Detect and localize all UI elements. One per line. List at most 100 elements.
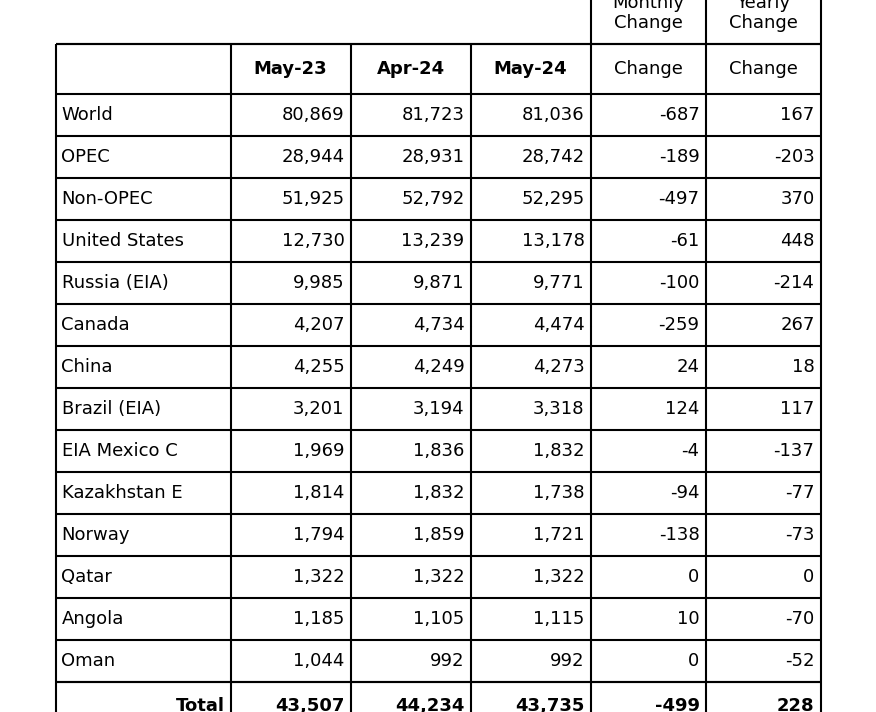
Text: 1,322: 1,322: [533, 568, 584, 586]
Text: -189: -189: [659, 148, 700, 166]
Text: Apr-24: Apr-24: [377, 60, 444, 78]
Text: -259: -259: [659, 316, 700, 334]
Text: 13,178: 13,178: [521, 232, 584, 250]
Text: Angola: Angola: [61, 610, 124, 628]
Text: 24: 24: [676, 358, 700, 376]
Text: 267: 267: [781, 316, 815, 334]
Text: China: China: [61, 358, 113, 376]
Bar: [55, 262, 821, 304]
Text: 448: 448: [781, 232, 815, 250]
Bar: [55, 136, 821, 178]
Text: 3,194: 3,194: [413, 400, 464, 418]
Text: 124: 124: [665, 400, 700, 418]
Text: 13,239: 13,239: [401, 232, 464, 250]
Bar: [55, 640, 821, 682]
Text: 4,474: 4,474: [533, 316, 584, 334]
Text: 992: 992: [430, 652, 464, 670]
Text: Change: Change: [729, 60, 797, 78]
Text: -70: -70: [785, 610, 815, 628]
Text: 228: 228: [777, 697, 815, 712]
Text: 52,792: 52,792: [401, 190, 464, 208]
Text: World: World: [61, 106, 113, 124]
Text: Brazil (EIA): Brazil (EIA): [61, 400, 160, 418]
Bar: [55, 514, 821, 556]
Text: 370: 370: [781, 190, 815, 208]
Text: 9,871: 9,871: [413, 274, 464, 292]
Text: 0: 0: [689, 568, 700, 586]
Bar: [55, 94, 821, 136]
Text: 1,969: 1,969: [293, 442, 344, 460]
Text: 44,234: 44,234: [395, 697, 464, 712]
Text: Monthly
Change: Monthly Change: [612, 0, 684, 33]
Bar: [55, 598, 821, 640]
Text: 1,115: 1,115: [533, 610, 584, 628]
Text: Oman: Oman: [61, 652, 116, 670]
Text: Total: Total: [175, 697, 224, 712]
Text: 43,507: 43,507: [275, 697, 344, 712]
Text: 81,036: 81,036: [522, 106, 584, 124]
Text: 1,859: 1,859: [413, 526, 464, 544]
Text: 28,931: 28,931: [401, 148, 464, 166]
Text: EIA Mexico C: EIA Mexico C: [61, 442, 177, 460]
Text: 1,836: 1,836: [413, 442, 464, 460]
Text: 1,185: 1,185: [293, 610, 344, 628]
Bar: [55, 44, 821, 94]
Text: Kazakhstan E: Kazakhstan E: [61, 484, 182, 502]
Text: 4,207: 4,207: [293, 316, 344, 334]
Text: 28,944: 28,944: [281, 148, 344, 166]
Text: -100: -100: [659, 274, 700, 292]
Bar: [55, 388, 821, 430]
Text: -52: -52: [785, 652, 815, 670]
Bar: [55, 220, 821, 262]
Text: 4,255: 4,255: [293, 358, 344, 376]
Text: 1,738: 1,738: [533, 484, 584, 502]
Text: 18: 18: [792, 358, 815, 376]
Text: -137: -137: [774, 442, 815, 460]
Text: -499: -499: [654, 697, 700, 712]
Text: 1,832: 1,832: [533, 442, 584, 460]
Bar: [55, 304, 821, 346]
Bar: [55, 472, 821, 514]
Text: Norway: Norway: [61, 526, 130, 544]
Text: -203: -203: [774, 148, 815, 166]
Text: 3,318: 3,318: [533, 400, 584, 418]
Text: Qatar: Qatar: [61, 568, 112, 586]
Text: 9,771: 9,771: [533, 274, 584, 292]
Text: 1,814: 1,814: [293, 484, 344, 502]
Text: May-24: May-24: [494, 60, 568, 78]
Text: 9,985: 9,985: [293, 274, 344, 292]
Text: 1,322: 1,322: [413, 568, 464, 586]
Text: 10: 10: [677, 610, 700, 628]
Text: 1,794: 1,794: [293, 526, 344, 544]
Text: 80,869: 80,869: [282, 106, 344, 124]
Bar: [55, 0, 821, 44]
Text: 1,721: 1,721: [533, 526, 584, 544]
Text: 0: 0: [803, 568, 815, 586]
Text: 28,742: 28,742: [521, 148, 584, 166]
Text: 52,295: 52,295: [521, 190, 584, 208]
Text: -214: -214: [774, 274, 815, 292]
Text: 4,734: 4,734: [413, 316, 464, 334]
Text: Russia (EIA): Russia (EIA): [61, 274, 168, 292]
Text: 1,322: 1,322: [293, 568, 344, 586]
Text: OPEC: OPEC: [61, 148, 110, 166]
Text: 0: 0: [689, 652, 700, 670]
Text: 167: 167: [781, 106, 815, 124]
Bar: [55, 682, 821, 712]
Text: -497: -497: [659, 190, 700, 208]
Bar: [55, 556, 821, 598]
Text: -73: -73: [785, 526, 815, 544]
Text: United States: United States: [61, 232, 183, 250]
Text: 3,201: 3,201: [293, 400, 344, 418]
Text: -687: -687: [659, 106, 700, 124]
Bar: [55, 346, 821, 388]
Text: 43,735: 43,735: [515, 697, 584, 712]
Text: -138: -138: [659, 526, 700, 544]
Text: 12,730: 12,730: [281, 232, 344, 250]
Text: Yearly
Change: Yearly Change: [729, 0, 797, 33]
Text: 1,044: 1,044: [293, 652, 344, 670]
Text: -4: -4: [682, 442, 700, 460]
Text: 1,832: 1,832: [413, 484, 464, 502]
Text: Change: Change: [613, 60, 682, 78]
Text: 51,925: 51,925: [281, 190, 344, 208]
